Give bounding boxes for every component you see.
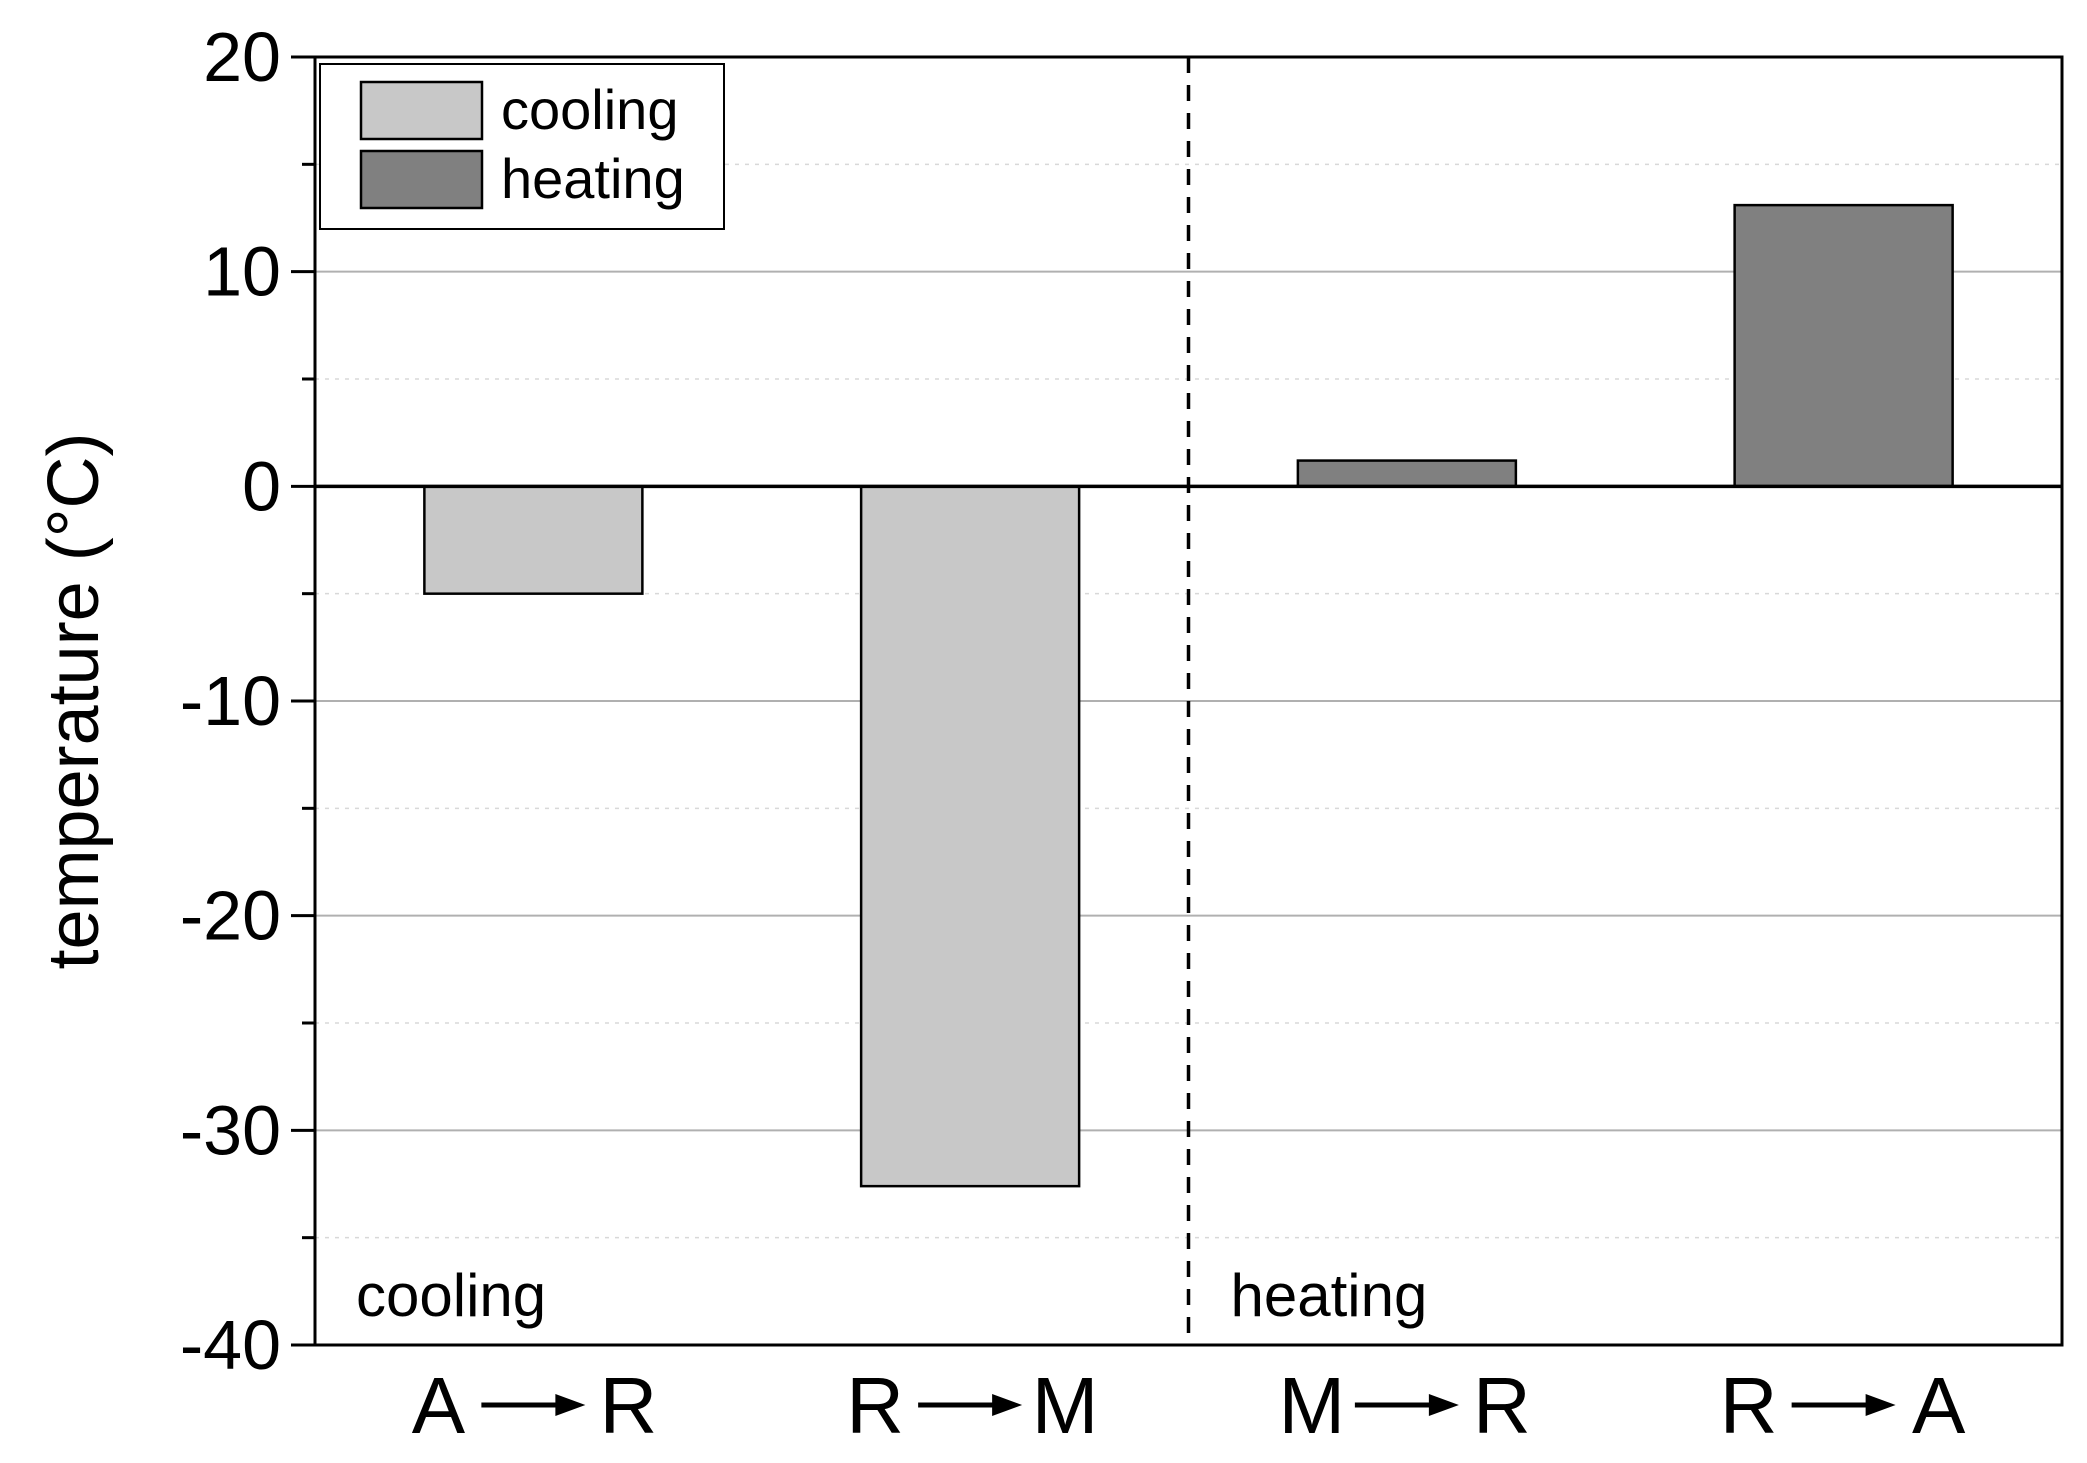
legend-swatch-heating [359,149,484,210]
arrow-right-icon [1428,1394,1459,1416]
y-tick-label: -20 [180,877,281,955]
ticks-layer: -40 -30 -20 -10 0 10 20 [180,18,315,1384]
bar-cooling-R-M [859,485,1081,1188]
arrow-right-icon [1865,1394,1896,1416]
x-label-from: R [846,1361,904,1450]
arrow-right-icon [555,1394,586,1416]
x-label-from: A [412,1361,466,1450]
overlay-layer [315,57,2062,1345]
legend-swatch-cooling [359,80,484,141]
legend-label-heating: heating [501,147,685,210]
x-label-from: M [1279,1361,1346,1450]
region-label-heating: heating [1231,1262,1428,1329]
bar-heating-M-R [1296,459,1518,488]
y-tick-label: -30 [180,1091,281,1169]
region-label-cooling: cooling [356,1262,546,1329]
bar-cooling-A-R [423,485,644,595]
x-label-to: A [1912,1361,1966,1450]
y-tick-label: -10 [180,662,281,740]
x-label-to: R [599,1361,657,1450]
y-tick-label: 20 [203,18,281,96]
x-label-to: M [1032,1361,1099,1450]
arrow-right-icon [992,1394,1023,1416]
x-label-to: R [1473,1361,1531,1450]
x-label-from: R [1720,1361,1778,1450]
y-tick-label: -40 [180,1306,281,1384]
legend-label-cooling: cooling [501,78,678,141]
y-tick-label: 0 [242,447,281,525]
bars-layer [423,203,1954,1188]
bar-heating-R-A [1733,203,1954,488]
legend: cooling heating [319,63,725,230]
y-tick-label: 10 [203,233,281,311]
y-axis-title: temperature (°C) [34,433,114,970]
